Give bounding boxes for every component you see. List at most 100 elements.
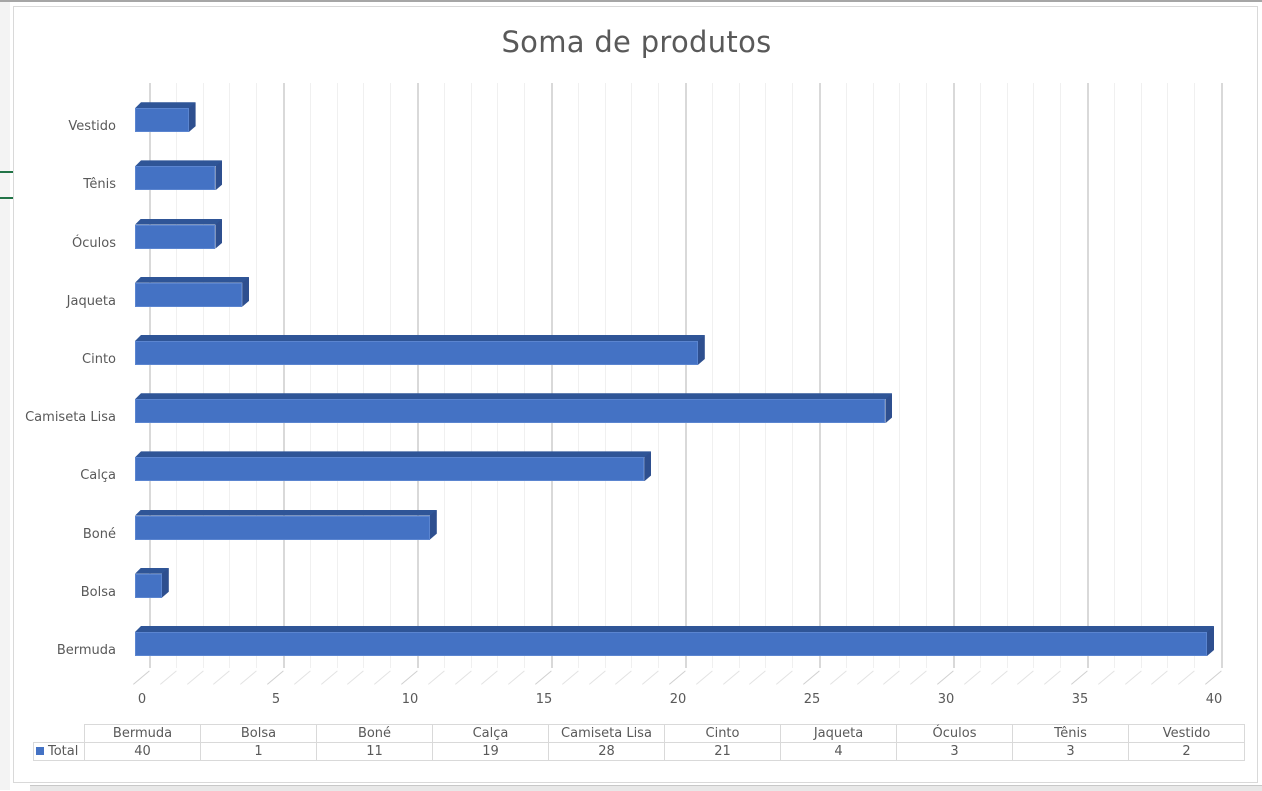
floor-gridline	[347, 670, 365, 685]
floor-gridline	[1071, 670, 1088, 685]
minor-gridline	[363, 83, 365, 668]
floor-gridline	[427, 670, 445, 685]
bar-side-face	[215, 160, 223, 191]
data-table-header: Calça	[432, 724, 549, 743]
y-axis-category-label: Óculos	[72, 235, 116, 251]
floor-gridline	[240, 670, 257, 685]
x-axis-tick-label: 5	[271, 692, 281, 707]
floor-gridline	[642, 670, 659, 685]
data-table-values-row: Total 40 1 11 19 28 21 4 3 3 2	[33, 742, 1245, 761]
selection-marker-bottom	[0, 197, 13, 199]
bar-front-face	[135, 457, 645, 482]
data-table-value: 4	[780, 742, 897, 761]
chart-area[interactable]: Soma de produtos 0 5 10 15 20 25 30 35 40 Bermuda…	[13, 6, 1258, 783]
x-axis-tick-label: 10	[401, 692, 419, 707]
minor-gridline	[1006, 83, 1008, 668]
x-axis-tick-label: 35	[1071, 692, 1089, 707]
floor-gridline	[535, 670, 552, 685]
y-axis-category-label: Camiseta Lisa	[25, 410, 116, 426]
minor-gridline	[872, 83, 874, 668]
chart-title[interactable]: Soma de produtos	[501, 25, 772, 59]
minor-gridline	[577, 83, 579, 668]
minor-gridline	[979, 83, 981, 668]
data-table-header: Tênis	[1012, 724, 1129, 743]
floor-gridline	[561, 670, 579, 685]
x-axis-tick-label: 15	[535, 692, 553, 707]
data-table-header: Boné	[316, 724, 433, 743]
data-table-value: 11	[316, 742, 433, 761]
bar-front-face	[135, 224, 216, 249]
major-gridline	[953, 83, 955, 668]
data-table-header-row: Bermuda Bolsa Boné Calça Camiseta Lisa C…	[34, 724, 1245, 743]
floor-gridline	[1044, 670, 1061, 685]
minor-gridline	[1060, 83, 1062, 668]
plot-area[interactable]: 0 5 10 15 20 25 30 35 40 Bermuda Bolsa Boné Calça Cam…	[14, 7, 1259, 784]
legend-entry-total[interactable]: Total	[33, 742, 85, 761]
minor-gridline	[497, 83, 499, 668]
data-table-header: Camiseta Lisa	[548, 724, 665, 743]
major-gridline	[417, 83, 419, 668]
data-table-header: Óculos	[896, 724, 1013, 743]
bar-top-face	[135, 219, 222, 225]
x-axis-tick-label: 0	[137, 692, 147, 707]
bar-front-face	[135, 282, 243, 307]
floor-gridline	[508, 670, 525, 685]
floor-gridline	[320, 670, 338, 685]
data-table-corner	[34, 725, 85, 743]
data-table-header: Bolsa	[200, 724, 317, 743]
minor-gridline	[631, 83, 633, 668]
bar-top-face	[135, 277, 249, 283]
minor-gridline	[1033, 83, 1035, 668]
minor-gridline	[390, 83, 392, 668]
data-table-value: 1	[200, 742, 317, 761]
minor-gridline	[524, 83, 526, 668]
minor-gridline	[711, 83, 713, 668]
data-table-header: Jaqueta	[780, 724, 897, 743]
y-axis-category-label: Cinto	[82, 352, 116, 367]
minor-gridline	[1167, 83, 1169, 668]
minor-gridline	[1140, 83, 1142, 668]
bar-top-face	[135, 510, 437, 516]
floor-gridline	[803, 670, 820, 685]
data-table-value: 2	[1128, 742, 1245, 761]
floor-gridline	[615, 670, 633, 685]
minor-gridline	[1194, 83, 1196, 668]
bar-front-face	[135, 399, 886, 424]
bar-side-face	[242, 276, 250, 307]
floor-gridline	[722, 670, 740, 685]
chart-data-table[interactable]: Bermuda Bolsa Boné Calça Camiseta Lisa C…	[33, 724, 1245, 761]
data-table-value: 28	[548, 742, 665, 761]
x-axis-tick-label: 30	[937, 692, 955, 707]
minor-gridline	[336, 83, 338, 668]
floor-gridline	[937, 670, 954, 685]
y-axis-category-label: Bermuda	[56, 643, 116, 658]
major-gridline	[1221, 83, 1223, 668]
major-gridline	[283, 83, 285, 668]
bar-top-face	[135, 451, 651, 457]
spreadsheet-left-edge	[0, 0, 10, 790]
floor-gridline	[1151, 670, 1169, 685]
floor-gridline	[910, 670, 927, 685]
floor-gridline	[213, 670, 231, 685]
floor-gridline	[883, 670, 901, 685]
minor-gridline	[309, 83, 311, 668]
floor-gridline	[454, 670, 472, 685]
bar-side-face	[215, 218, 223, 249]
floor-gridline	[669, 670, 686, 685]
bar-top-face	[135, 393, 892, 399]
x-axis-tick-label: 40	[1205, 692, 1223, 707]
data-table-header: Bermuda	[84, 724, 201, 743]
y-axis-category-label: Tênis	[83, 177, 116, 193]
floor-gridline	[186, 670, 204, 685]
y-axis-category-label: Bolsa	[80, 584, 116, 600]
bar-front-face	[135, 515, 430, 540]
floor-gridline	[776, 670, 793, 685]
floor-gridline	[374, 670, 391, 685]
floor-gridline	[1097, 670, 1115, 685]
major-gridline	[149, 83, 151, 668]
bar-side-face	[1207, 626, 1214, 656]
data-table-header: Vestido	[1128, 724, 1245, 743]
bar-top-face	[135, 335, 705, 341]
data-table-value: 21	[664, 742, 781, 761]
data-table-value: 40	[84, 742, 201, 761]
